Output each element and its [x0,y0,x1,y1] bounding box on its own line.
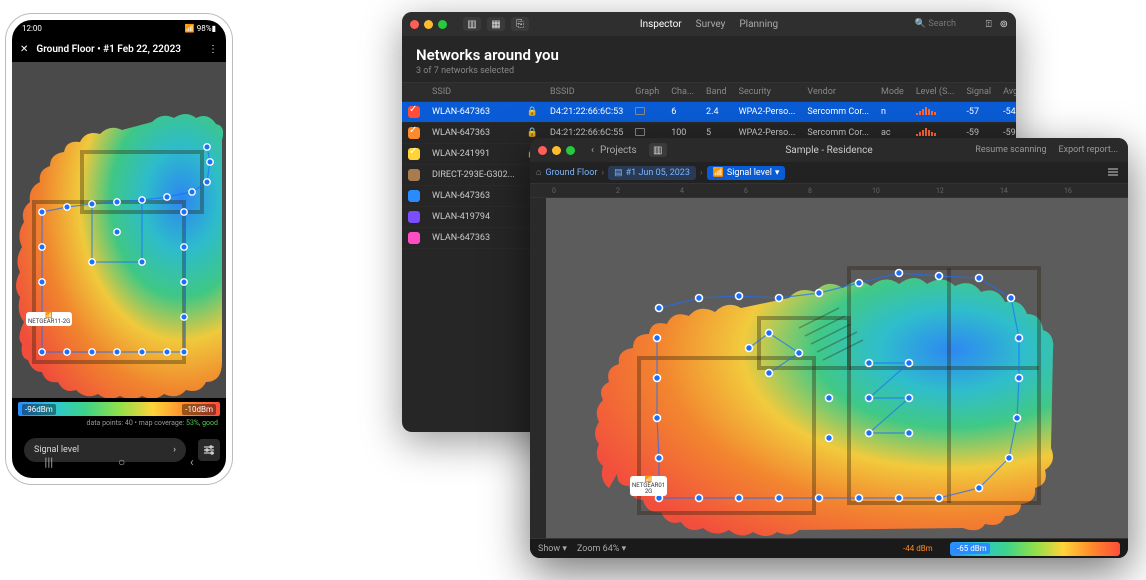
survey-breadcrumb: ⌂ Ground Floor › ▤#1 Jun 05, 2023 › 📶Sig… [530,162,1128,184]
share-icon[interactable]: ⍐ [986,19,992,30]
layout-icon[interactable]: ▥ [649,143,667,157]
more-icon[interactable]: ⋮ [208,44,218,55]
sidebar-toggle-icon[interactable]: ▥ [463,17,481,31]
zoom-dropdown[interactable]: Zoom 64% ▾ [577,544,626,554]
column-header[interactable]: Band [700,83,733,102]
column-header[interactable]: Level (S... [910,83,961,102]
search-field[interactable]: 🔍 Search [915,19,956,29]
column-header[interactable]: Security [733,83,802,102]
home-icon[interactable]: ⌂ [536,167,541,178]
section-subtitle: 3 of 7 networks selected [416,66,1002,76]
win1-titlebar: ▥ ▦ ⎘ Inspector Survey Planning 🔍 Search ⍐… [402,12,1016,36]
legend-mid: -65 dBm [954,543,990,554]
legend-max: -10dBm [182,404,216,415]
phone-nav-bar: ||| ○ ‹ [12,450,226,474]
column-header[interactable]: Cha... [665,83,700,102]
show-dropdown[interactable]: Show ▾ [538,544,567,554]
phone-mockup: 12:00 📶 98%▮ ✕ Ground Floor • #1 Feb 22,… [6,14,232,484]
survey-statusbar: Show ▾ Zoom 64% ▾ -44 dBm -65 dBm [530,538,1128,558]
survey-heatmap-area[interactable]: 📶NETGEAR01 2G [530,198,1128,538]
tab-survey[interactable]: Survey [696,19,726,30]
tab-planning[interactable]: Planning [739,19,778,30]
signal-legend: -44 dBm -65 dBm [950,542,1120,556]
back-chevron-icon[interactable]: ‹ [591,145,594,156]
window-controls[interactable] [410,20,447,29]
phone-topbar: ✕ Ground Floor • #1 Feb 22, 22023 ⋮ [12,36,226,62]
column-header[interactable]: SSID [426,83,521,102]
phone-title: Ground Floor • #1 Feb 22, 22023 [36,44,200,55]
tab-inspector[interactable]: Inspector [640,19,682,30]
export-report-button[interactable]: Export report... [1059,145,1118,155]
back-label[interactable]: Projects [600,145,637,156]
status-time: 12:00 [22,24,42,33]
column-header[interactable] [402,83,426,102]
sliders-icon[interactable] [1106,166,1122,180]
grid-icon[interactable]: ▦ [487,17,505,31]
column-header[interactable]: Avg [997,83,1016,102]
column-header[interactable]: BSSID [544,83,629,102]
segmented-tabs: Inspector Survey Planning [640,19,778,30]
home-button[interactable]: ○ [118,455,125,469]
window-title: Sample - Residence [785,145,872,156]
column-header[interactable]: Signal [960,83,997,102]
breadcrumb-metric[interactable]: 📶Signal level▾ [707,166,786,180]
window-controls[interactable] [538,146,575,155]
close-icon[interactable]: ✕ [20,44,28,55]
breadcrumb-floor[interactable]: Ground Floor [545,168,597,178]
ap-badge: 📶NETGEAR11-2G [26,312,72,326]
phone-heatmap-svg [12,62,226,398]
export-icon[interactable]: ⎘ [511,17,529,31]
legend-left: -44 dBm [900,543,936,554]
status-right: 📶 98%▮ [185,24,216,33]
resume-scanning-button[interactable]: Resume scanning [975,145,1046,155]
breadcrumb-survey[interactable]: ▤#1 Jun 05, 2023 [608,166,696,180]
survey-window: ‹ Projects ▥ Sample - Residence Resume s… [530,138,1128,558]
column-header[interactable]: Graph [629,83,665,102]
ap-badge: 📶NETGEAR01 2G [630,476,667,496]
phone-heatmap-area[interactable]: 📶NETGEAR11-2G [12,62,226,398]
survey-heatmap-svg [530,198,1128,538]
win2-titlebar: ‹ Projects ▥ Sample - Residence Resume s… [530,138,1128,162]
phone-status-bar: 12:00 📶 98%▮ [12,20,226,36]
settings-icon[interactable]: ⊚ [1000,19,1008,30]
recents-button[interactable]: ||| [44,455,53,469]
phone-caption: data points: 40 • map coverage: 53%, goo… [12,416,226,430]
table-row[interactable]: WLAN-647363🔒D4:21:22:66:6C:5362.4WPA2-Pe… [402,102,1016,123]
section-title: Networks around you [416,46,1002,64]
column-header[interactable] [521,83,544,102]
back-button[interactable]: ‹ [190,455,194,469]
column-header[interactable]: Vendor [801,83,875,102]
vertical-ruler [530,198,546,538]
legend-min: -96dBm [22,404,56,415]
phone-signal-legend: -96dBm -10dBm [18,402,220,416]
horizontal-ruler: 0246810121416 [530,184,1128,198]
column-header[interactable]: Mode [875,83,910,102]
